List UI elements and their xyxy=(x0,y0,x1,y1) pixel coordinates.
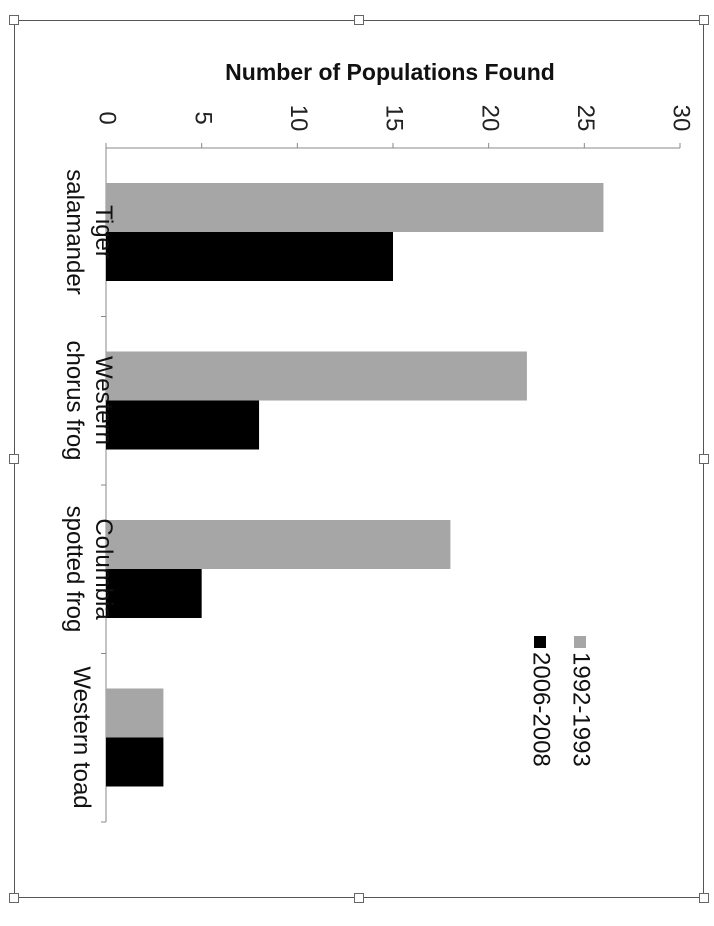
chart-legend: 1992-1993 2006-2008 xyxy=(528,636,595,767)
category-label: Westernchorus frog xyxy=(61,340,117,460)
resize-handle-top-center[interactable] xyxy=(354,15,364,25)
value-tick-label: 25 xyxy=(572,105,599,132)
value-tick-label: 0 xyxy=(94,111,121,124)
bar-series-1 xyxy=(106,183,604,232)
category-label-line: Western toad xyxy=(68,666,95,808)
category-label-line: Columbia xyxy=(90,518,117,620)
value-tick-label: 15 xyxy=(381,105,408,132)
resize-handle-top-right[interactable] xyxy=(699,15,709,25)
resize-handle-middle-right[interactable] xyxy=(699,454,709,464)
legend-label: 1992-1993 xyxy=(568,652,595,767)
chart-labels: 0 5 10 15 20 25 30 Number of Populations Found T… xyxy=(61,59,695,809)
category-label-line: Western xyxy=(90,356,117,445)
value-axis-title: Number of Populations Found xyxy=(225,59,555,85)
bar-series-1 xyxy=(106,351,527,401)
bar-series-2 xyxy=(106,737,164,787)
value-tick-label: 5 xyxy=(189,111,216,124)
bar-series-1 xyxy=(106,520,451,569)
legend-swatch xyxy=(534,636,546,648)
resize-handle-bottom-right[interactable] xyxy=(699,893,709,903)
category-label-line: salamander xyxy=(61,169,88,294)
category-label: Columbiaspotted frog xyxy=(61,506,117,633)
value-tick-label: 10 xyxy=(285,105,312,132)
category-label: Western toad xyxy=(68,666,95,808)
category-label-line: spotted frog xyxy=(61,506,88,633)
chart-bars xyxy=(106,183,604,787)
category-label-line: chorus frog xyxy=(61,340,88,460)
category-label-line: Tiger xyxy=(90,205,117,259)
bar-series-2 xyxy=(106,569,202,618)
legend-swatch xyxy=(574,636,586,648)
bar-series-2 xyxy=(106,232,393,281)
category-label: Tigersalamander xyxy=(61,169,117,294)
bar-series-2 xyxy=(106,400,260,450)
resize-handle-middle-left[interactable] xyxy=(9,454,19,464)
resize-handle-bottom-left[interactable] xyxy=(9,893,19,903)
value-tick-label: 20 xyxy=(476,105,503,132)
bar-series-1 xyxy=(106,688,164,738)
resize-handle-bottom-center[interactable] xyxy=(354,893,364,903)
resize-handle-top-left[interactable] xyxy=(9,15,19,25)
legend-label: 2006-2008 xyxy=(528,652,555,767)
value-tick-label: 30 xyxy=(668,105,695,132)
